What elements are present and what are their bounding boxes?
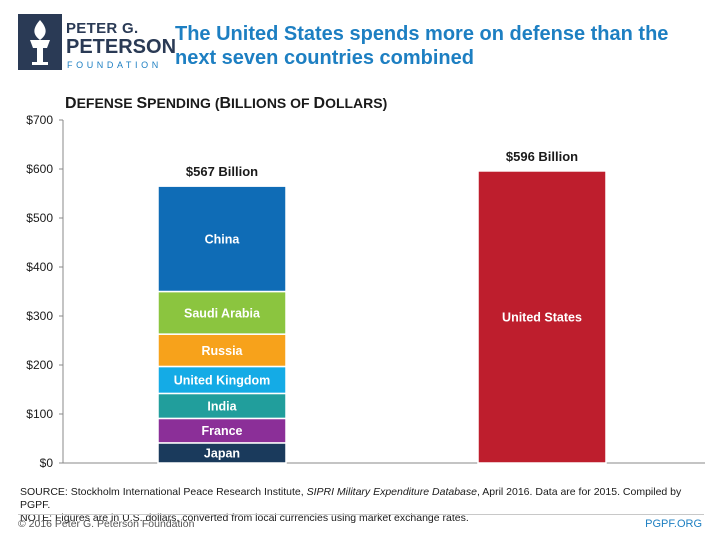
bar-segment <box>157 392 287 420</box>
bar-segment <box>477 170 607 464</box>
logo: PETER G. PETERSON FOUNDATION <box>18 14 176 70</box>
bar-segment <box>157 185 287 293</box>
source-line: SOURCE: Stockholm International Peace Re… <box>20 486 682 511</box>
y-tick-label: $400 <box>26 260 53 274</box>
logo-line-1: PETER G. <box>66 20 139 37</box>
bar-segment-label: China <box>205 232 241 246</box>
bar-total-label: $596 Billion <box>506 149 578 164</box>
footer-divider <box>18 514 704 515</box>
y-tick-label: $100 <box>26 407 53 421</box>
y-tick-label: $500 <box>26 211 53 225</box>
source-note: SOURCE: Stockholm International Peace Re… <box>20 486 710 525</box>
bar-segment <box>157 365 287 395</box>
bar-total-label: $567 Billion <box>186 164 258 179</box>
copyright: © 2016 Peter G. Peterson Foundation <box>18 518 195 530</box>
y-tick-label: $700 <box>26 113 53 127</box>
logo-line-3: FOUNDATION <box>67 60 162 70</box>
bar-segment <box>157 333 287 368</box>
bar-segment-label: Russia <box>202 344 244 358</box>
headline: The United States spends more on defense… <box>175 23 669 69</box>
y-tick-label: $200 <box>26 358 53 372</box>
y-tick-label: $600 <box>26 162 53 176</box>
chart-title: DEFENSE SPENDING (BILLIONS OF DOLLARS) <box>65 95 388 112</box>
bar-segment-label: United States <box>502 310 582 324</box>
site-link[interactable]: PGPF.ORG <box>645 518 702 530</box>
bar-segment-label: United Kingdom <box>174 373 271 387</box>
bar-segment-label: India <box>207 399 237 413</box>
bar-segment-label: France <box>202 424 243 438</box>
logo-line-2: PETERSON <box>66 36 177 58</box>
y-tick-label: $0 <box>40 456 54 470</box>
y-tick-label: $300 <box>26 309 53 323</box>
torch-icon <box>18 14 62 70</box>
bar-segment-label: Saudi Arabia <box>184 306 261 320</box>
note-line: NOTE: Figures are in U.S. dollars, conve… <box>20 512 469 524</box>
bar-segment-label: Japan <box>204 446 240 460</box>
